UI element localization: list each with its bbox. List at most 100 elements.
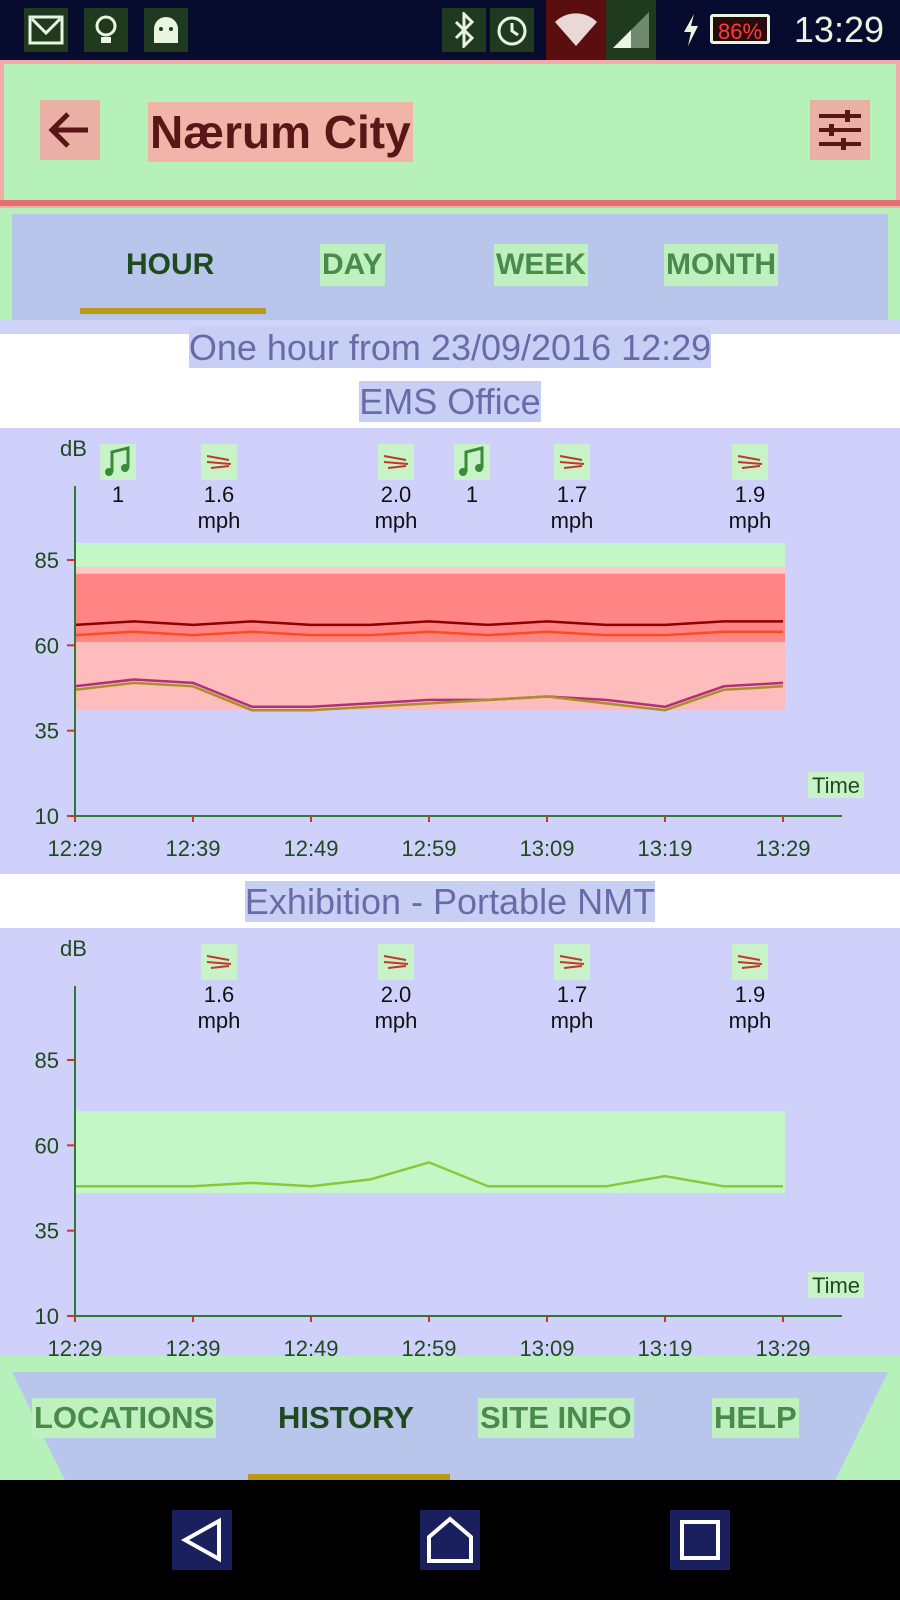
chart2-x-axis-label: Time	[812, 1273, 860, 1298]
chart1-title: EMS Office	[359, 381, 541, 422]
chart1-marker-unit: mph	[375, 508, 418, 533]
wind-icon	[383, 955, 409, 969]
tune-sliders-icon	[819, 110, 861, 150]
chart1-marker-value: 1	[466, 482, 478, 507]
bluetooth-icon	[442, 8, 486, 52]
chart1-heading: EMS Office	[0, 380, 900, 424]
chart1-x-tick-label: 12:29	[47, 836, 102, 861]
status-time: 13:29	[793, 9, 884, 50]
chart2-y-tick-label: 60	[35, 1133, 59, 1158]
chart2-marker-value: 1.7	[557, 982, 588, 1007]
system-back-button[interactable]	[172, 1510, 232, 1570]
chart1-x-tick-label: 13:19	[637, 836, 692, 861]
nav-locations[interactable]: LOCATIONS	[32, 1398, 217, 1438]
period-title: One hour from 23/09/2016 12:29	[0, 326, 900, 370]
music-note-icon	[110, 446, 130, 472]
chart1-x-axis-label-bg	[808, 772, 864, 798]
music-note-icon	[121, 464, 129, 472]
bottom-nav-indicator	[248, 1474, 450, 1480]
tab-month[interactable]: MONTH	[664, 244, 778, 286]
nav-help[interactable]: HELP	[712, 1398, 799, 1438]
android-icon	[144, 8, 188, 52]
chart2-marker-unit: mph	[198, 1008, 241, 1033]
chart2-marker-unit: mph	[551, 1008, 594, 1033]
home-icon	[427, 1516, 473, 1563]
wind-icon	[559, 955, 585, 969]
system-recents-button[interactable]	[670, 1510, 730, 1570]
chart2-x-tick-label: 13:09	[519, 1336, 574, 1356]
chart2-x-tick-label: 12:39	[165, 1336, 220, 1356]
chart2-svg: 85 60 35 10 dB 12:29 12:39 12:49 12:59 13:09 13:19…	[35, 936, 864, 1361]
lightbulb-icon	[84, 8, 128, 52]
chart2-marker-value: 1.9	[735, 982, 766, 1007]
back-button[interactable]	[40, 100, 100, 160]
tab-week[interactable]: WEEK	[494, 244, 588, 286]
wind-icon	[737, 955, 763, 969]
chart1-x-tick-label: 12:49	[283, 836, 338, 861]
system-navigation-bar	[0, 1480, 900, 1600]
charging-icon	[676, 8, 706, 52]
chart1-marker-value: 1	[112, 482, 124, 507]
chart2-series-line	[75, 1161, 783, 1188]
chart1-marker-value: 1.9	[735, 482, 766, 507]
chart1-band	[75, 566, 785, 574]
gmail-icon	[24, 8, 68, 52]
chart2-marker-unit: mph	[729, 1008, 772, 1033]
chart1-panel: 85 60 35 10 dB 12:29 12:39 12:49 12:59 13:09 13:19…	[0, 428, 900, 874]
chart2-y-tick-label: 10	[35, 1304, 59, 1329]
chart1-svg: 85 60 35 10 dB 12:29 12:39 12:49 12:59 13:09 13:19…	[35, 436, 864, 861]
chart2-band	[75, 1111, 785, 1194]
chart2-title: Exhibition - Portable NMT	[244, 881, 656, 922]
chart2-x-tick-label: 12:49	[283, 1336, 338, 1356]
chart2-x-tick-label: 12:59	[401, 1336, 456, 1356]
tab-hour[interactable]: HOUR	[126, 248, 215, 281]
chart1-band	[75, 542, 785, 567]
chart1-series-line	[74, 678, 784, 709]
filter-button[interactable]	[810, 100, 870, 160]
chart2-panel: 85 60 35 10 dB 12:29 12:39 12:49 12:59 13:09 13:19…	[0, 928, 900, 1361]
page-title: Nærum City	[148, 102, 413, 162]
chart1-y-tick-label: 10	[35, 804, 59, 829]
chart1-x-tick-label: 13:29	[755, 836, 810, 861]
chart1-series-line	[74, 620, 783, 627]
square-recents-icon	[680, 1520, 720, 1560]
chart1-y-tick-label: 60	[35, 633, 59, 658]
chart2-x-axis-label-bg	[808, 1272, 864, 1298]
chart2-marker-value: 2.0	[381, 982, 412, 1007]
music-note-icon	[464, 446, 484, 472]
chart2-y-tick-label: 85	[35, 1048, 59, 1073]
chart1-marker-unit: mph	[551, 508, 594, 533]
battery-level: 86%	[710, 14, 770, 44]
chart1-marker-value: 1.7	[557, 482, 588, 507]
chart1-y-axis-label: dB	[60, 436, 87, 461]
triangle-back-icon	[180, 1517, 221, 1563]
chart1-marker-value: 2.0	[381, 482, 412, 507]
chart2-marker-unit: mph	[375, 1008, 418, 1033]
tab-day[interactable]: DAY	[320, 244, 385, 286]
chart1-x-axis-label: Time	[812, 773, 860, 798]
chart2-x-tick-label: 12:29	[47, 1336, 102, 1356]
system-home-button[interactable]	[420, 1510, 480, 1570]
tab-bar: HOUR DAY WEEK MONTH	[12, 214, 888, 322]
chart1-marker-value: 1.6	[204, 482, 235, 507]
wind-icon	[206, 955, 232, 969]
bottom-navigation: LOCATIONS HISTORY SITE INFO HELP	[0, 1356, 900, 1480]
app-bar-divider	[0, 200, 900, 206]
nav-site-info[interactable]: SITE INFO	[478, 1398, 634, 1438]
tab-indicator	[80, 308, 266, 314]
wind-icon	[383, 455, 409, 469]
chart2-marker-value: 1.6	[204, 982, 235, 1007]
nav-history[interactable]: HISTORY	[278, 1400, 415, 1435]
chart1-y-tick-label: 85	[35, 548, 59, 573]
app-bar	[0, 60, 900, 208]
chart1-x-tick-label: 12:59	[401, 836, 456, 861]
wind-icon	[737, 455, 763, 469]
alarm-icon	[490, 8, 534, 52]
wifi-icon	[546, 0, 606, 60]
chart1-series-line	[74, 630, 783, 637]
wind-icon	[206, 455, 232, 469]
chart2-y-tick-label: 35	[35, 1219, 59, 1244]
period-title-text: One hour from 23/09/2016 12:29	[188, 327, 712, 368]
arrow-back-icon	[48, 112, 88, 148]
music-note-icon	[105, 468, 113, 476]
